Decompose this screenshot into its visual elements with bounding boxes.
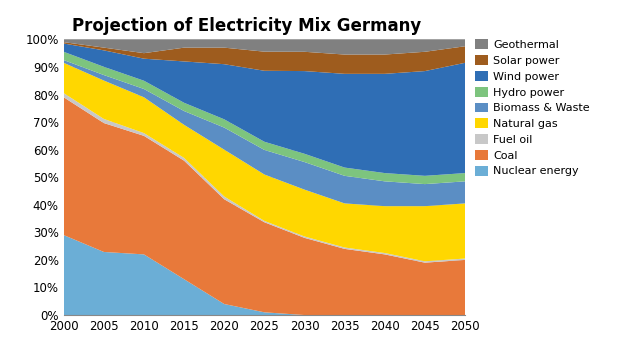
Legend: Geothermal, Solar power, Wind power, Hydro power, Biomass & Waste, Natural gas, : Geothermal, Solar power, Wind power, Hyd… <box>475 39 590 176</box>
Text: Projection of Electricity Mix Germany: Projection of Electricity Mix Germany <box>72 17 421 35</box>
